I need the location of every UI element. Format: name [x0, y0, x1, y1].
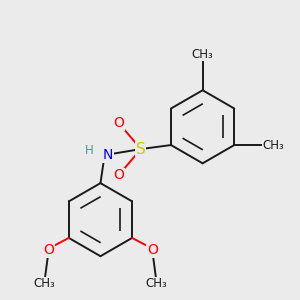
Text: O: O [113, 116, 124, 130]
Text: CH₃: CH₃ [146, 278, 167, 290]
Text: CH₃: CH₃ [34, 278, 56, 290]
Text: CH₃: CH₃ [192, 48, 214, 61]
Text: CH₃: CH₃ [262, 139, 284, 152]
Text: N: N [103, 148, 113, 162]
Text: S: S [136, 142, 146, 157]
Text: O: O [147, 243, 158, 257]
Text: H: H [85, 144, 94, 157]
Text: O: O [43, 243, 54, 257]
Text: O: O [113, 168, 124, 182]
